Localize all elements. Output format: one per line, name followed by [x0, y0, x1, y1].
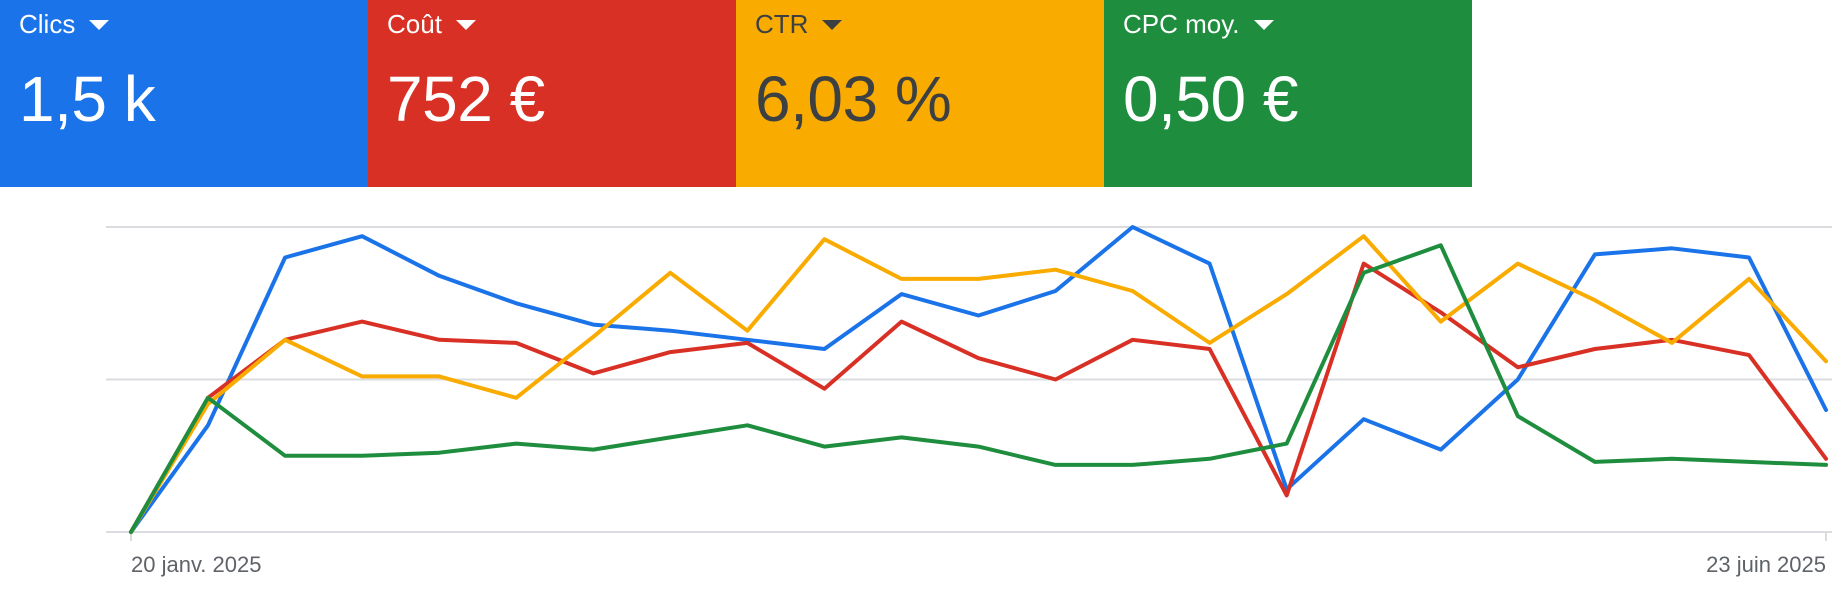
metric-value: 6,03 %: [755, 63, 952, 135]
metric-card-avg-cpc[interactable]: CPC moy. 0,50 €: [1104, 0, 1472, 187]
dropdown-arrow-icon[interactable]: [455, 20, 476, 30]
metric-value: 0,50 €: [1123, 63, 1298, 135]
metric-value: 752 €: [387, 63, 545, 135]
metric-header: CPC moy.: [1123, 0, 1472, 48]
dropdown-arrow-icon[interactable]: [822, 20, 843, 30]
series-line-2: [129, 234, 1828, 534]
metric-value: 1,5 k: [19, 63, 156, 135]
metric-header: Clics: [19, 0, 368, 48]
line-chart: 20 janv. 2025 23 juin 2025: [106, 225, 1832, 577]
x-tick-label-end: 23 juin 2025: [1706, 552, 1826, 577]
chart-series: [129, 225, 1828, 534]
metric-label: Clics: [19, 8, 76, 39]
metric-card-clicks[interactable]: Clics 1,5 k: [0, 0, 368, 187]
series-line-1: [129, 261, 1828, 534]
metric-label: CPC moy.: [1123, 8, 1240, 39]
x-tick-label-start: 20 janv. 2025: [131, 552, 261, 577]
x-axis-ticks: 20 janv. 2025 23 juin 2025: [131, 552, 1826, 577]
dropdown-arrow-icon[interactable]: [89, 20, 110, 30]
metric-label: CTR: [755, 8, 809, 39]
metric-header: Coût: [387, 0, 736, 48]
chart-grid: [106, 226, 1832, 541]
metric-card-ctr[interactable]: CTR 6,03 %: [736, 0, 1104, 187]
metric-card-cost[interactable]: Coût 752 €: [368, 0, 736, 187]
dropdown-arrow-icon[interactable]: [1253, 20, 1274, 30]
metric-cards: Clics 1,5 k Coût 752 € CTR 6,03 % CPC mo…: [0, 0, 1472, 187]
metric-label: Coût: [387, 8, 442, 39]
series-line-3: [129, 243, 1828, 534]
metric-header: CTR: [755, 0, 1104, 48]
series-line-0: [129, 225, 1828, 534]
performance-chart: 20 janv. 2025 23 juin 2025: [0, 187, 1832, 590]
